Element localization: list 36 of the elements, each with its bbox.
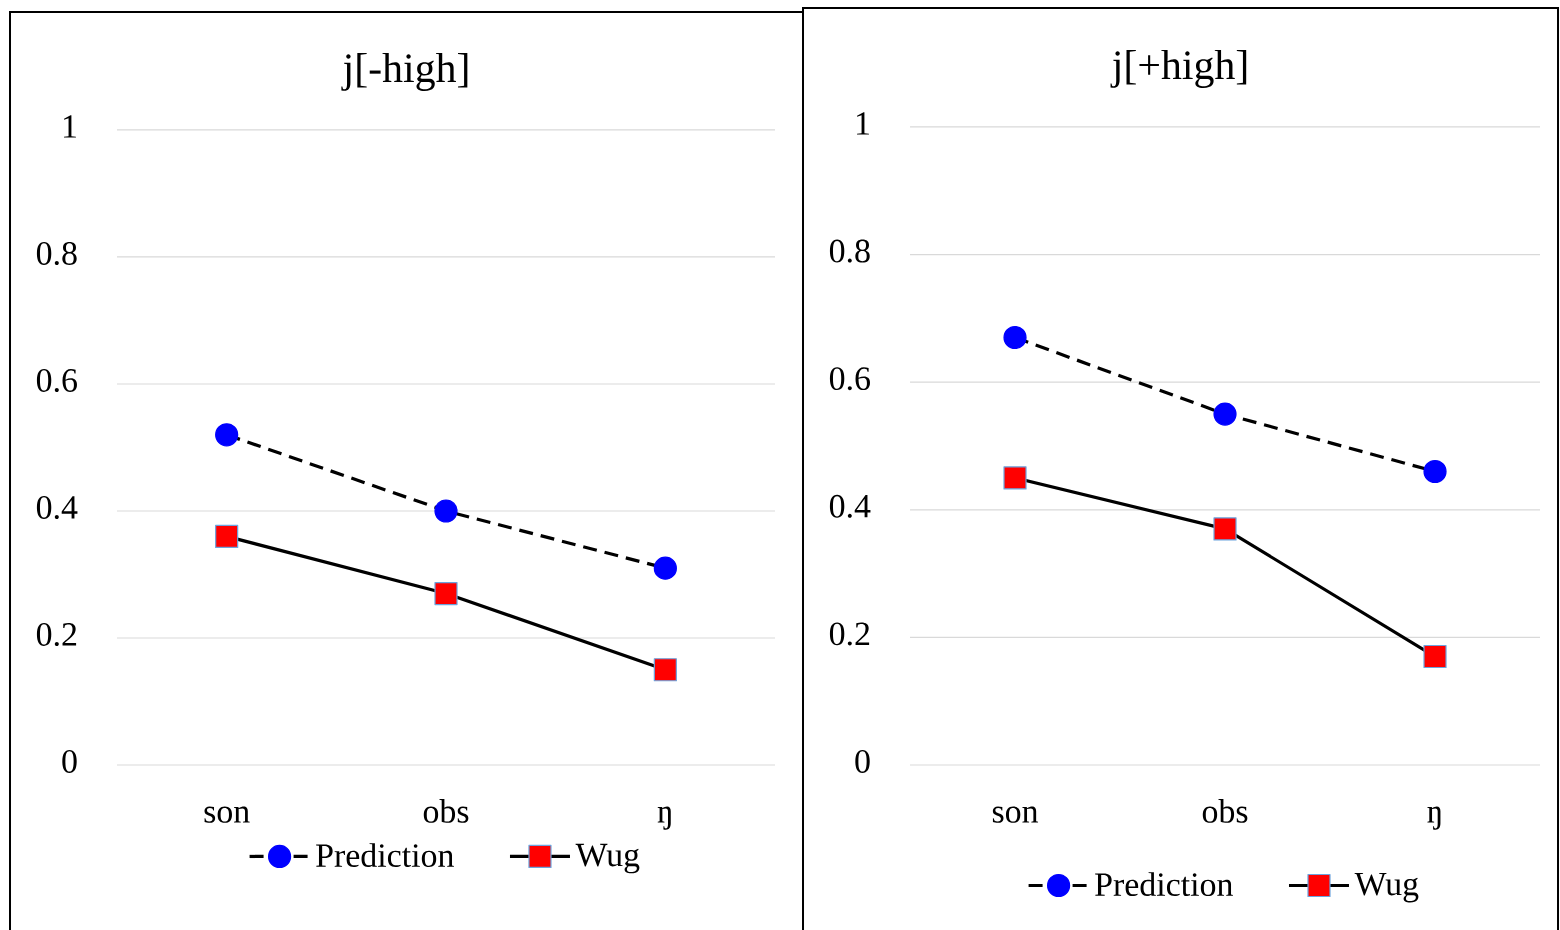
point: [1423, 459, 1447, 484]
chart-title: j[-high]: [341, 52, 468, 91]
y-tick-label: 0.4: [829, 494, 871, 518]
point: [653, 658, 677, 682]
y-tick-label: 0.8: [36, 242, 77, 266]
y-tick-label: 0.2: [829, 622, 870, 646]
x-tick-label: ŋ: [1427, 806, 1441, 830]
x-tick-label: son: [204, 806, 250, 823]
x-tick-label: son: [992, 806, 1039, 823]
y-tick-label: 0.4: [36, 496, 78, 520]
x-tick-label: obs: [423, 799, 469, 823]
y-tick-label: 0.6: [829, 367, 870, 391]
point: [1213, 517, 1237, 541]
point: [434, 581, 458, 606]
legend-label: Prediction: [316, 843, 454, 868]
point: [1003, 466, 1027, 490]
legend-label: Wug: [575, 843, 640, 874]
point: [434, 499, 458, 523]
point: [653, 556, 677, 580]
point: [215, 524, 239, 548]
point: [1423, 644, 1447, 669]
legend-label: Prediction: [1095, 872, 1233, 897]
x-tick-label: ŋ: [657, 806, 671, 830]
point: [1213, 402, 1237, 426]
y-tick-label: 0.6: [36, 369, 77, 393]
y-tick-label: 1: [64, 115, 76, 138]
chart-title: j[+high]: [1110, 49, 1247, 88]
y-tick-label: 0: [62, 750, 77, 773]
y-tick-label: 0: [855, 750, 870, 773]
y-tick-label: 0.2: [36, 623, 77, 647]
point: [1003, 325, 1027, 350]
y-tick-label: 0.8: [829, 239, 870, 263]
y-tick-label: 1: [857, 112, 869, 135]
x-tick-label: obs: [1202, 799, 1248, 823]
legend-label: Wug: [1354, 872, 1419, 903]
point: [215, 423, 239, 447]
